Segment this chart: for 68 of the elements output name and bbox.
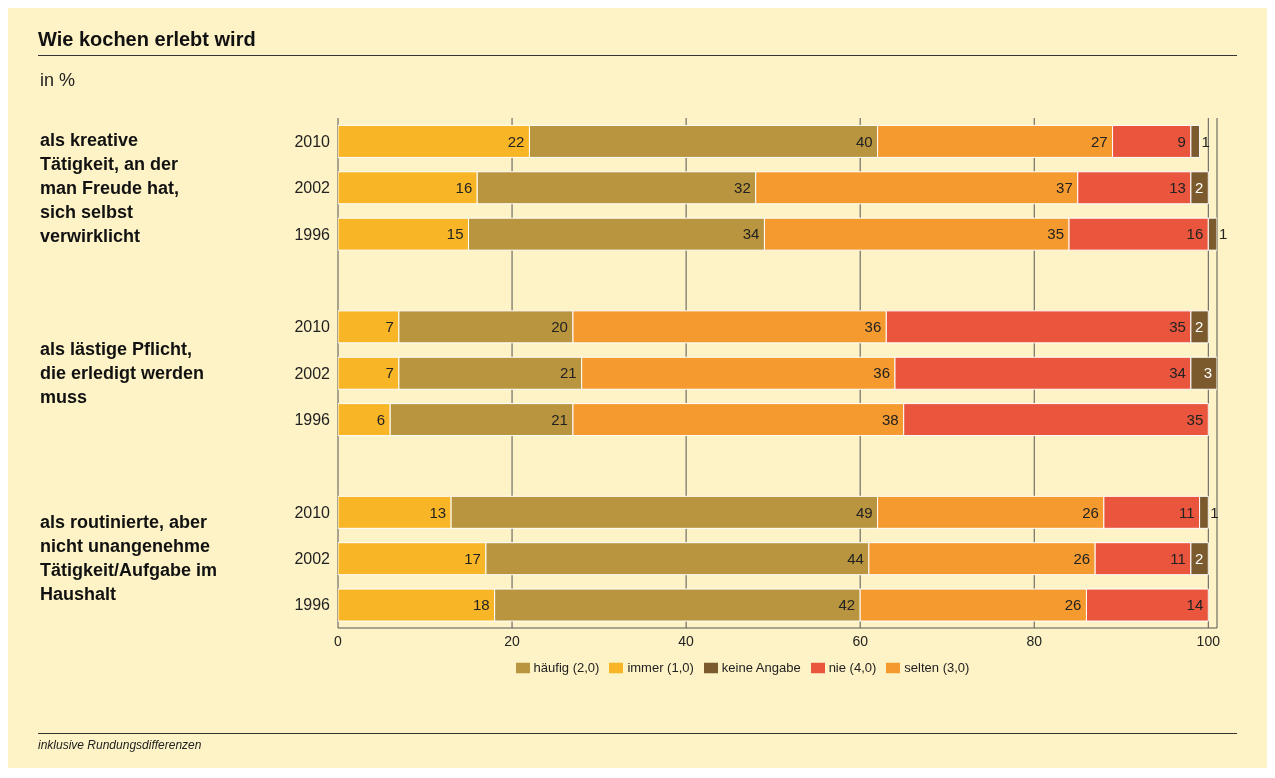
legend-label: häufig (2,0): [533, 660, 600, 675]
data-label: 17: [464, 549, 481, 567]
legend-label: nie (4,0): [828, 660, 877, 675]
data-label: 35: [1169, 318, 1186, 336]
text: inklusive Rundungsdifferenzen: [38, 733, 1237, 752]
data-label: 7: [385, 318, 394, 336]
data-label: 13: [1169, 179, 1186, 197]
data-label: 2: [1194, 318, 1204, 336]
x-tick-label: 0: [334, 632, 343, 649]
x-tick-label: 20: [504, 632, 521, 649]
y-tick-label: 1996: [294, 225, 331, 243]
y-tick-label: 2002: [294, 364, 331, 382]
data-label: 34: [1169, 364, 1186, 382]
data-label: 35: [1186, 410, 1204, 428]
data-label: 34: [742, 225, 760, 243]
legend-label: immer (1,0): [627, 660, 694, 675]
data-label: 1: [1210, 503, 1219, 521]
data-label: 26: [1082, 503, 1099, 521]
data-label: 44: [847, 549, 864, 567]
y-tick-label: 2010: [294, 318, 331, 336]
data-label: 22: [507, 132, 525, 150]
data-label: 21: [560, 364, 577, 382]
text: als kreative Tätigkeit, an der man Freude hat, sich selbst verwirklicht: [40, 128, 181, 248]
data-label: 36: [873, 364, 890, 382]
data-label: 11: [1170, 549, 1186, 567]
data-label: 49: [855, 503, 873, 521]
data-label: 3: [1203, 364, 1212, 382]
y-tick-label: 2002: [294, 550, 331, 568]
data-label: 2: [1194, 179, 1204, 197]
data-label: 11: [1179, 503, 1195, 521]
data-label: 38: [882, 410, 899, 428]
y-tick-label: 2002: [294, 179, 331, 197]
data-label: 18: [472, 596, 490, 614]
data-label: 32: [734, 179, 751, 197]
data-label: 14: [1186, 596, 1204, 614]
y-tick-label: 2010: [294, 503, 331, 521]
data-label: 26: [1064, 596, 1082, 614]
data-label: 6: [376, 410, 386, 428]
data-label: 37: [1056, 179, 1073, 197]
x-tick-label: 80: [1026, 632, 1043, 649]
y-tick-label: 2010: [294, 132, 331, 150]
text: Wie kochen erlebt wird: [38, 28, 1237, 56]
data-label: 2: [1194, 549, 1204, 567]
x-tick-label: 100: [1196, 632, 1221, 649]
legend-label: selten (3,0): [904, 660, 970, 675]
x-tick-label: 40: [678, 632, 695, 649]
data-label: 42: [838, 596, 856, 614]
data-label: 13: [429, 503, 447, 521]
data-label: 16: [455, 179, 473, 197]
data-label: 20: [551, 318, 568, 336]
data-label: 35: [1047, 225, 1065, 243]
data-label: 7: [385, 364, 394, 382]
data-label: 26: [1073, 549, 1091, 567]
data-label: 40: [855, 132, 873, 150]
x-tick-label: 60: [852, 632, 869, 649]
data-label: 15: [446, 225, 464, 243]
data-label: 36: [864, 318, 882, 336]
data-label: 21: [551, 410, 568, 428]
text: in %: [40, 70, 76, 91]
y-tick-label: 1996: [294, 411, 331, 429]
y-tick-label: 1996: [294, 596, 331, 614]
data-label: 1: [1219, 225, 1228, 243]
data-label: 16: [1186, 225, 1204, 243]
data-label: 9: [1177, 132, 1186, 150]
data-label: 27: [1090, 132, 1108, 150]
legend-label: keine Angabe: [721, 660, 801, 675]
text: als lästige Pflicht, die erledigt werden muss: [40, 338, 206, 409]
text: als routinierte, aber nicht unangenehme Tätigkeit/Aufgabe im Haushalt: [40, 511, 219, 607]
